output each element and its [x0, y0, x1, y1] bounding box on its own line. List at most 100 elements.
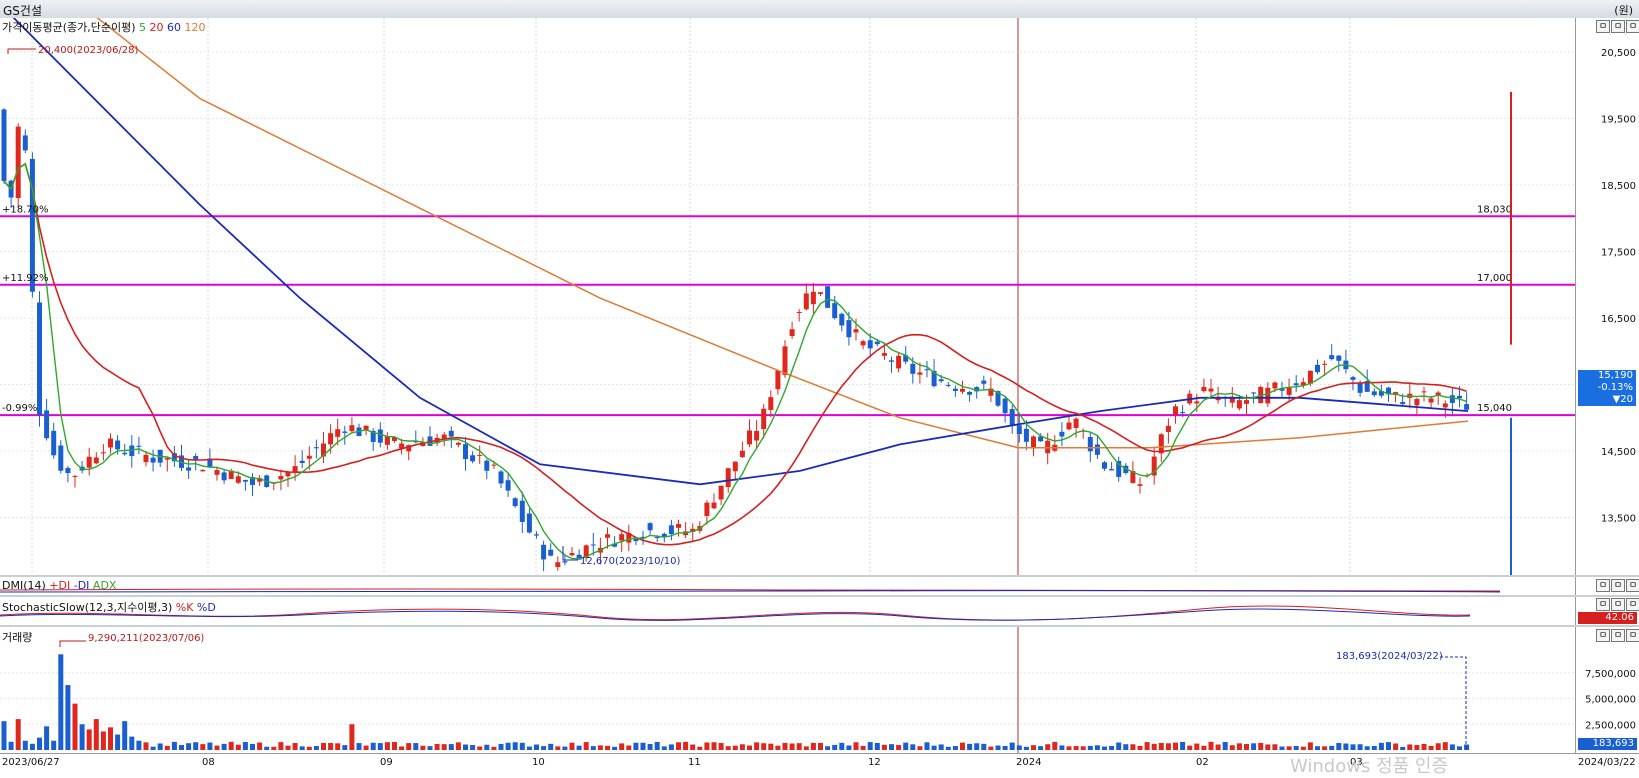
volume-bar — [1407, 744, 1413, 750]
dmi-panel[interactable]: DMI(14) +DI -DI ADX — [0, 577, 1575, 595]
dmi-close-button[interactable]: ㅁ — [1626, 579, 1639, 592]
dmi-max-button[interactable]: ㅁ — [1611, 579, 1625, 592]
price-chart[interactable]: 20,400(2023/06/28) 12,670(2023/10/10) +18.… — [0, 11, 1575, 598]
vol-close-button[interactable]: ㅁ — [1626, 629, 1639, 642]
candle-body — [647, 523, 653, 531]
candle-body — [455, 442, 461, 445]
volume-bar — [399, 746, 405, 750]
panel-close-button[interactable]: ㅁ — [1626, 20, 1639, 33]
volume-bar — [164, 745, 170, 750]
volume-bar — [676, 742, 681, 750]
volume-bar — [619, 743, 625, 750]
candle-body — [555, 562, 561, 568]
candle-body — [739, 450, 745, 458]
price-tick-label: 18,500 — [1601, 181, 1636, 192]
candle-body — [257, 478, 263, 482]
volume-bar — [1109, 745, 1115, 750]
candle-body — [51, 430, 57, 456]
candle-body — [1059, 431, 1065, 437]
volume-bar — [974, 743, 980, 750]
candle-body — [313, 447, 319, 449]
candle-body — [58, 445, 64, 471]
candle-body — [1414, 399, 1420, 406]
vol-min-button[interactable]: ㅁ — [1596, 629, 1610, 642]
candle-body — [335, 429, 341, 437]
volume-bar — [115, 734, 121, 750]
candle-body — [1315, 364, 1320, 373]
candle-body — [832, 303, 838, 319]
volume-bar — [86, 729, 92, 750]
volume-bar — [704, 742, 710, 750]
volume-bar — [768, 743, 774, 750]
volume-bar — [1173, 742, 1178, 750]
volume-bar — [697, 746, 703, 750]
candle-body — [384, 436, 390, 445]
volume-bar — [370, 742, 376, 750]
volume-bar — [526, 746, 532, 750]
dmi-legend: DMI(14) +DI -DI ADX — [2, 579, 116, 592]
volume-bar — [1336, 742, 1342, 750]
level-pct-3: -0.99% — [2, 403, 37, 414]
candle-body — [214, 470, 220, 475]
volume-bar — [108, 727, 113, 750]
volume-bar — [143, 742, 149, 750]
volume-bar — [1322, 746, 1328, 750]
volume-bar — [1165, 743, 1171, 750]
candle-body — [1116, 460, 1122, 477]
stochastic-panel[interactable]: StochasticSlow(12,3,지수이평,3) %K %D — [0, 597, 1575, 625]
volume-tick-label: 5,000,000 — [1585, 695, 1636, 706]
level-value-3: 15,040 — [1477, 403, 1512, 414]
volume-bar — [1229, 745, 1235, 750]
ma60-legend: 60 — [167, 21, 182, 34]
volume-bar — [491, 746, 497, 750]
volume-bar — [1307, 742, 1313, 750]
candle-body — [115, 440, 121, 450]
window-title: GS건설 — [3, 4, 42, 18]
stoch-close-button[interactable]: ㅁ — [1626, 598, 1639, 611]
candle-body — [789, 329, 795, 336]
volume-bar — [406, 743, 412, 750]
dmi-min-button[interactable]: ㅁ — [1596, 579, 1610, 592]
volume-bar — [1279, 746, 1285, 750]
candle-body — [186, 467, 192, 471]
volume-bar — [1457, 746, 1462, 750]
volume-bar — [44, 726, 50, 750]
candle-body — [484, 460, 490, 471]
volume-bar — [285, 745, 291, 750]
volume-chart[interactable] — [0, 627, 1575, 753]
candle-body — [1151, 456, 1157, 476]
volume-bar — [931, 745, 937, 750]
candle-body — [619, 534, 625, 541]
panel-minimize-button[interactable]: ㅁ — [1596, 20, 1610, 33]
candle-body — [1165, 425, 1171, 432]
stoch-min-button[interactable]: ㅁ — [1596, 598, 1610, 611]
price-chart-panel[interactable]: 20,400(2023/06/28) 12,670(2023/10/10) +18.… — [0, 11, 1575, 598]
volume-panel[interactable]: 거래량 9,290,211(2023/07/06) 183,693(2024/0… — [0, 627, 1575, 753]
panel-maximize-button[interactable]: ㅁ — [1611, 20, 1625, 33]
stoch-d: %D — [196, 601, 216, 614]
candle-body — [761, 408, 767, 430]
vol-max-button[interactable]: ㅁ — [1611, 629, 1625, 642]
candle-body — [569, 553, 575, 556]
dmi-label: DMI(14) — [2, 579, 46, 592]
volume-bar — [29, 743, 35, 750]
volume-bar — [1315, 746, 1320, 750]
volume-bar — [93, 719, 99, 750]
volume-bar — [1357, 744, 1363, 750]
candle-body — [1109, 469, 1115, 471]
ma20-line — [3, 162, 1467, 546]
volume-bar — [150, 746, 156, 750]
candle-body — [491, 464, 497, 466]
volume-bar — [37, 737, 42, 750]
level-pct-1: +18.70% — [2, 204, 49, 215]
candle-body — [881, 353, 887, 356]
volume-bar — [1180, 741, 1186, 750]
candle-body — [818, 292, 823, 294]
candle-body — [768, 397, 774, 410]
volume-bar — [910, 744, 916, 750]
volume-peak-marker — [59, 640, 86, 647]
stoch-max-button[interactable]: ㅁ — [1611, 598, 1625, 611]
candle-body — [960, 388, 965, 392]
date-label: 10 — [532, 757, 545, 768]
candle-body — [896, 355, 902, 369]
